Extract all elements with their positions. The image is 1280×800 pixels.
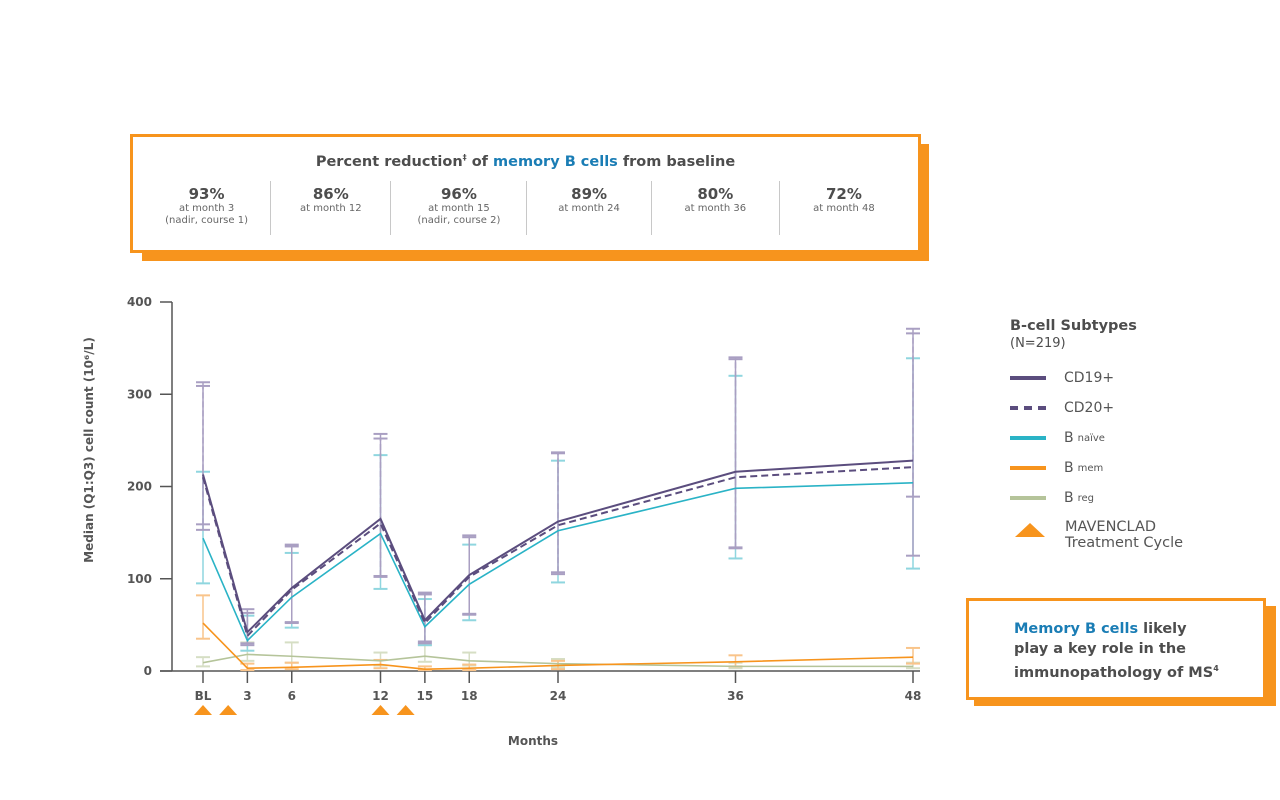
legend-label: CD19+ xyxy=(1064,370,1115,386)
treatment-cycle-marker xyxy=(194,705,212,715)
x-tick-label: 15 xyxy=(417,689,434,703)
legend-sub: reg xyxy=(1077,492,1095,504)
stats-row: 93% at month 3 (nadir, course 1) 86% at mont… xyxy=(143,181,908,235)
legend-label: B xyxy=(1064,430,1074,446)
summary-box: Percent reduction‡ of memory B cells fro… xyxy=(130,134,921,253)
stat-value: 89% xyxy=(571,185,608,203)
x-tick-label: 48 xyxy=(905,689,922,703)
callout-box: Memory B cells likely play a key role in… xyxy=(966,598,1266,700)
treatment-cycle-marker xyxy=(371,705,390,715)
treatment-cycle-marker xyxy=(219,705,238,715)
series-line-cd20- xyxy=(202,466,914,638)
y-tick-label: 0 xyxy=(144,664,152,678)
y-tick-label: 100 xyxy=(127,572,152,586)
stat-item: 89% at month 24 xyxy=(527,181,652,235)
legend-swatch xyxy=(1010,466,1046,470)
stat-label: at month 36 xyxy=(684,203,747,214)
legend-label: CD20+ xyxy=(1064,400,1115,416)
error-bars-cd19- xyxy=(196,327,920,647)
legend-sub: mem xyxy=(1077,462,1104,474)
x-tick-label: 3 xyxy=(243,689,251,703)
stat-value: 86% xyxy=(312,185,349,203)
legend-sub: naïve xyxy=(1077,432,1105,444)
legend-swatch xyxy=(1010,406,1046,410)
legend-item: CD20+ xyxy=(1010,393,1270,423)
stat-label: at month 3 xyxy=(178,203,235,214)
stat-label: at month 48 xyxy=(813,203,875,214)
x-tick-label: 24 xyxy=(550,689,567,703)
legend-swatch xyxy=(1010,436,1046,440)
legend-n: (N=219) xyxy=(1010,336,1066,351)
x-tick-label: 12 xyxy=(372,689,389,703)
stat-value: 80% xyxy=(697,185,734,203)
stat-item: 96% at month 15 (nadir, course 2) xyxy=(391,181,528,235)
legend-label: B xyxy=(1064,460,1074,476)
legend-item: CD19+ xyxy=(1010,363,1270,393)
stat-value: 96% xyxy=(441,185,477,203)
legend-swatch xyxy=(1010,376,1046,380)
x-tick-label: 18 xyxy=(461,689,478,703)
x-tick-label: 36 xyxy=(727,689,744,703)
y-axis-label: Median (Q1:Q3) cell count (10⁶/L) xyxy=(82,337,96,563)
stat-note: (nadir, course 1) xyxy=(165,215,248,226)
stat-item: 80% at month 36 xyxy=(652,181,780,235)
treatment-label-2: Treatment Cycle xyxy=(1065,535,1184,551)
y-tick-label: 400 xyxy=(127,295,152,309)
treatment-cycle-marker xyxy=(396,705,415,715)
stat-item: 72% at month 48 xyxy=(780,181,908,235)
x-axis-label: Months xyxy=(508,734,558,748)
stat-label: at month 24 xyxy=(558,203,620,214)
stat-label: at month 12 xyxy=(300,203,362,214)
stat-label: at month 15 xyxy=(428,203,490,214)
callout-text: Memory B cells likely play a key role in… xyxy=(1014,621,1219,681)
treatment-label-1: MAVENCLAD xyxy=(1065,519,1157,535)
summary-title: Percent reduction‡ of memory B cells fro… xyxy=(315,153,736,170)
y-tick-label: 300 xyxy=(127,387,152,401)
triangle-icon xyxy=(1015,523,1045,537)
legend-item-treatment: MAVENCLAD Treatment Cycle xyxy=(1010,519,1270,551)
stat-value: 72% xyxy=(825,185,862,203)
stat-item: 86% at month 12 xyxy=(271,181,392,235)
x-tick-label: 6 xyxy=(288,689,296,703)
stat-value: 93% xyxy=(188,185,225,203)
legend-swatch xyxy=(1010,496,1046,500)
error-bars-b-mem xyxy=(196,594,920,672)
legend-label: B xyxy=(1064,490,1074,506)
y-tick-label: 200 xyxy=(127,480,152,494)
stat-item: 93% at month 3 (nadir, course 1) xyxy=(143,181,272,235)
x-tick-label: BL xyxy=(195,689,212,703)
stat-note: (nadir, course 2) xyxy=(417,215,501,226)
legend-title: B-cell Subtypes xyxy=(1010,318,1137,334)
